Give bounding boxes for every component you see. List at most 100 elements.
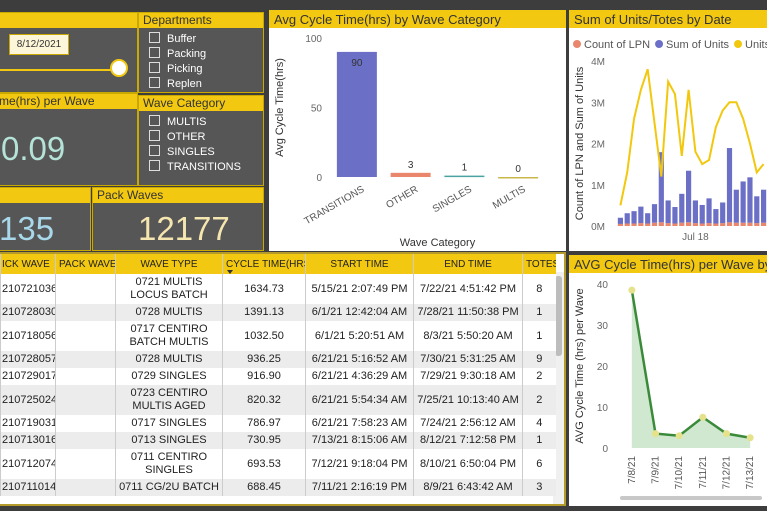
table-cell: 1634.73 [222,274,306,304]
checkbox[interactable] [149,115,160,126]
y-axis-label: Avg Cycle Time(hrs) [274,58,286,157]
x-tick-label: 7/11/21 [698,456,709,489]
data-label: 3 [408,160,414,171]
bar-segment [665,223,671,226]
slicer-item[interactable]: OTHER [149,130,206,143]
wave-table: ICK WAVE PACK WAVE WAVE TYPE CYCLE TIME(HRS… [0,252,566,506]
table-cell: 210725024 [0,385,56,415]
y-tick-label: 4M [591,57,605,68]
table-cell [55,479,116,496]
y-tick-label: 0 [602,444,608,455]
bar-segment [658,222,664,226]
data-label: 0 [515,164,521,175]
table-cell: 7/13/21 8:15:06 AM [305,432,414,449]
column-header[interactable]: START TIME [305,254,414,274]
column-header[interactable]: WAVE TYPE [115,254,223,274]
column-header[interactable]: TOTES [522,254,556,274]
slicer-item[interactable]: TRANSITIONS [149,160,241,173]
table-cell: 0728 MULTIS [115,351,223,368]
checkbox[interactable] [149,145,160,156]
table-cell: 9 [522,351,556,368]
card-title: Pack Waves [93,188,263,203]
bar-segment [720,202,726,224]
bar-segment [747,177,753,223]
table-cell [55,274,116,304]
x-tick-label: 7/10/21 [674,456,685,490]
bar-segment [761,189,767,223]
point [699,413,707,421]
slicer-item[interactable]: Replen [149,77,202,90]
date-input[interactable]: 8/12/2021 [9,34,69,55]
table-cell: 0721 MULTIS LOCUS BATCH [115,274,223,304]
table-cell [55,449,116,479]
x-tick-label: 7/13/21 [745,456,756,490]
bar-segment [692,200,698,224]
bar-segment [665,200,671,224]
bar [336,51,377,177]
y-tick-label: 10 [597,403,609,414]
slicer-title: Departments [139,13,263,28]
bar-segment [754,196,760,224]
x-tick-label: 7/9/21 [651,456,662,484]
table-cell: 7/29/21 9:30:18 AM [413,368,523,385]
slicer-label: Buffer [167,33,197,45]
scrollbar[interactable] [553,272,564,504]
table-cell: 1391.13 [222,304,306,321]
slicer-item[interactable]: SINGLES [149,145,215,158]
bar-segment [713,223,719,226]
slicer-item[interactable]: Buffer [149,32,196,45]
bar-segment [658,152,664,223]
table-cell: 0711 CENTIRO SINGLES [115,449,223,479]
table-cell: 4 [522,415,556,432]
wave-category-slicer: Wave Category MULTIS OTHER SINGLES TRANSITI… [138,95,264,186]
y-tick-label: 40 [597,280,609,291]
column-header[interactable]: CYCLE TIME(HRS) [222,254,306,274]
legend-label: Units p [745,39,767,51]
checkbox[interactable] [149,160,160,171]
slider-knob[interactable] [110,59,128,77]
checkbox[interactable] [149,47,160,58]
table-cell: 0729 SINGLES [115,368,223,385]
slicer-item[interactable]: Picking [149,62,202,75]
slicer-item[interactable]: Packing [149,47,206,60]
slicer-label: Replen [167,78,202,90]
column-header[interactable]: ICK WAVE [0,254,56,274]
slicer-title: Wave Category [139,96,263,111]
x-tick-label: 7/8/21 [627,456,638,484]
bar-segment [686,170,692,223]
checkbox[interactable] [149,62,160,73]
scroll-thumb[interactable] [555,276,562,356]
x-tick-label: 7/12/21 [722,456,733,490]
checkbox[interactable] [149,32,160,43]
y-tick-label: 0 [316,173,322,184]
x-tick-label: SINGLES [431,184,474,215]
table-cell: 6/1/21 5:20:51 AM [305,321,414,351]
y-tick-label: 0M [591,222,605,233]
slicer-label: OTHER [167,131,206,143]
departments-slicer: Departments Buffer Packing Picking Replen [138,12,264,93]
card-value: 0.09 [1,130,66,167]
table: ICK WAVE PACK WAVE WAVE TYPE CYCLE TIME(HRS… [0,254,556,496]
header-row: ICK WAVE PACK WAVE WAVE TYPE CYCLE TIME(HRS… [0,254,556,274]
legend-label: Sum of Units [666,39,729,51]
sort-indicator [227,270,233,274]
slicer-label: SINGLES [167,146,215,158]
bar-segment [740,181,746,223]
x-tick-label: Jul 18 [682,232,709,243]
column-header[interactable]: END TIME [413,254,523,274]
table-cell: 8/3/21 5:50:20 AM [413,321,523,351]
table-cell: 8/12/21 7:12:58 PM [413,432,523,449]
table-cell [55,385,116,415]
slider-track [0,69,113,71]
table-cell: 6/21/21 4:36:29 AM [305,368,414,385]
checkbox[interactable] [149,77,160,88]
y-axis-label: AVG Cycle Time (hrs) per Wave [574,288,586,443]
bar-segment [747,222,753,226]
bar-segment [733,222,739,226]
column-header[interactable]: PACK WAVE [55,254,116,274]
checkbox[interactable] [149,130,160,141]
table-body: 210721036 0721 MULTIS LOCUS BATCH 1634.73 5… [0,274,556,496]
bar-segment [761,222,767,226]
card-value: 135 [0,210,55,247]
slicer-item[interactable]: MULTIS [149,115,207,128]
